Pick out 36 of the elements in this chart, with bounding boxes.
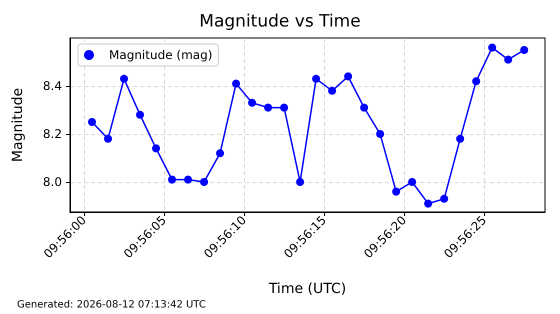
point [360,104,368,112]
point [472,77,480,86]
point [88,118,96,126]
text: Generated: 2026-08-12 07:13:42 UTC [17,300,206,310]
point [168,176,176,184]
point [200,178,208,186]
point [120,74,128,83]
point [488,44,496,52]
point [376,130,384,138]
point [408,178,416,186]
point [152,144,160,152]
point [520,46,528,54]
point [392,188,400,196]
chart-title: Magnitude vs Time [199,12,361,32]
point [328,86,336,95]
point [280,104,288,112]
y-tick-label: 8.0 [42,175,62,189]
point [296,178,304,186]
point [136,110,144,119]
point [312,74,320,83]
point [104,134,112,143]
y-tick-label: 8.4 [42,79,62,93]
point [504,56,512,64]
point [248,98,256,107]
point [344,72,352,80]
point [424,200,432,208]
y-axis-title: Magnitude [10,88,26,162]
point [216,149,224,158]
point [440,194,448,203]
x-axis-title: Time (UTC) [268,281,346,297]
point [232,80,240,88]
y-tick-label: 8.2 [42,127,62,141]
point [184,176,192,184]
point [456,134,464,143]
point [264,104,272,112]
legend-label: Magnitude (mag) [109,48,212,62]
